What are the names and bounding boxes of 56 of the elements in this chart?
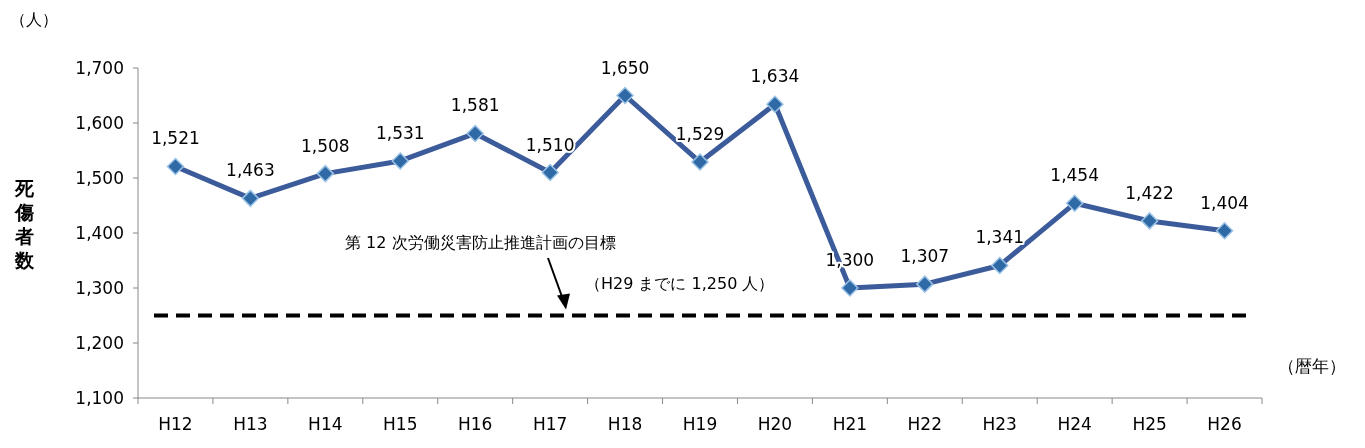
data-label: 1,634: [750, 66, 800, 87]
x-tick-label: H15: [383, 414, 418, 434]
x-tick-label: H20: [757, 414, 793, 434]
data-label: 1,510: [525, 134, 575, 155]
data-label: 1,508: [301, 135, 350, 156]
point: [166, 157, 185, 176]
data-label: 1,463: [226, 160, 275, 181]
x-tick-label: H19: [682, 414, 718, 434]
annotation: （H29 までに 1,250 人）: [585, 274, 775, 293]
x-tick-label: H17: [532, 414, 568, 434]
data-label: 1,404: [1200, 192, 1249, 213]
data-label: 1,307: [900, 246, 950, 267]
point: [841, 279, 859, 297]
x-tick-label: H23: [982, 414, 1017, 434]
x-tick-label: H14: [308, 414, 343, 434]
data-label: 1,454: [1050, 165, 1099, 186]
point: [541, 163, 559, 182]
x-tick-label: H22: [907, 414, 943, 434]
point: [616, 86, 634, 105]
data-label: 1,521: [151, 128, 200, 149]
data-label: 1,581: [450, 95, 500, 116]
y-axis-title: 死傷者数: [13, 177, 35, 271]
y-tick-label: 1,600: [75, 113, 124, 133]
x-tick-label: H26: [1207, 414, 1242, 434]
point: [391, 152, 410, 170]
point: [466, 124, 484, 143]
text: （人）: [10, 10, 58, 29]
data-label: 1,650: [600, 57, 650, 78]
data-label: 1,341: [975, 227, 1025, 248]
point: [316, 164, 335, 183]
x-tick-label: H13: [233, 414, 268, 434]
x-tick-label: H24: [1057, 414, 1092, 434]
y-tick-label: 1,200: [75, 333, 124, 353]
ref-line-label: 第 12 次労働災害防止推進計画の目標: [345, 233, 616, 252]
x-tick-label: H25: [1132, 414, 1167, 434]
x-tick-label: H18: [607, 414, 643, 434]
y-tick-label: 1,700: [75, 58, 124, 78]
data-label: 1,529: [675, 124, 725, 145]
y-tick-label: 1,400: [75, 223, 124, 243]
point: [990, 256, 1009, 275]
data-label: 1,422: [1125, 182, 1174, 203]
point: [1140, 212, 1159, 230]
data-label: 1,531: [375, 122, 425, 143]
point: [766, 95, 784, 114]
x-tick-label: H16: [457, 414, 493, 434]
point: [691, 153, 709, 171]
x-tick-label: H12: [158, 414, 193, 434]
x-tick-label: H21: [832, 414, 868, 434]
y-tick-label: 1,500: [75, 168, 124, 188]
y-tick-label: 1,100: [75, 388, 124, 408]
point: [1065, 194, 1084, 213]
point: [241, 189, 260, 208]
point: [916, 275, 934, 293]
x-axis-title: （暦年）: [1278, 356, 1346, 376]
y-tick-label: 1,300: [75, 278, 124, 298]
point: [1215, 222, 1234, 240]
